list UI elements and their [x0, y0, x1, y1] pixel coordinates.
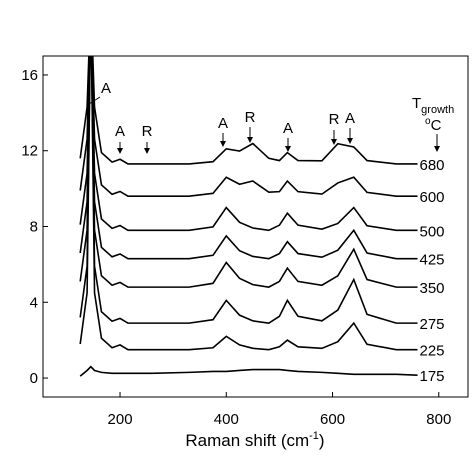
- series-label: 600: [419, 189, 444, 206]
- series-label: 500: [419, 223, 444, 240]
- spectrum-line: [79, 56, 418, 197]
- annotation: A: [218, 115, 228, 132]
- x-tick-label: 600: [320, 411, 345, 428]
- spectrum-line: [79, 56, 418, 165]
- plot-lines: [79, 56, 418, 377]
- annotation-arrow-head: [331, 139, 337, 145]
- x-axis-label-end: ): [319, 431, 325, 450]
- spectrum-line: [79, 365, 418, 377]
- annotation-line: [88, 96, 101, 105]
- legend-unit-text: C: [431, 117, 442, 134]
- series-label: 225: [419, 343, 444, 360]
- y-tick-label: 0: [30, 370, 38, 387]
- x-axis-label-sup: -1: [309, 430, 319, 442]
- legend-title-sub: growth: [421, 104, 454, 116]
- x-tick-label: 400: [214, 411, 239, 428]
- x-tick-label: 800: [426, 411, 451, 428]
- legend-title-text: T: [412, 95, 421, 112]
- spectrum-line: [79, 56, 418, 351]
- series-label: 680: [419, 157, 444, 174]
- annotation-arrow-head: [347, 138, 353, 144]
- legend-unit: oC: [425, 116, 442, 134]
- annotation-arrow-head: [144, 148, 150, 154]
- annotation: R: [329, 111, 340, 128]
- series-label: 425: [419, 252, 444, 269]
- spectrum-line: [79, 56, 418, 232]
- series-label: 350: [419, 280, 444, 297]
- annotation: R: [142, 123, 153, 140]
- x-axis-label-text: Raman shift (cm: [185, 431, 309, 450]
- legend-arrow-head: [434, 146, 440, 152]
- annotation: A: [101, 80, 111, 97]
- y-tick-label: 4: [30, 294, 38, 311]
- plot-frame: [42, 55, 469, 398]
- legend-title: Tgrowth: [412, 95, 454, 116]
- legend-unit-sup: o: [425, 116, 431, 127]
- spectrum-line: [79, 56, 418, 260]
- annotation: A: [283, 120, 293, 137]
- y-tick-label: 16: [21, 67, 38, 84]
- y-tick-label: 12: [21, 143, 38, 160]
- annotation: A: [345, 110, 355, 127]
- annotation-arrow-head: [117, 148, 123, 154]
- annotation: R: [245, 109, 256, 126]
- x-axis-label: Raman shift (cm-1): [185, 430, 324, 450]
- annotation-arrow-head: [285, 146, 291, 152]
- y-tick-label: 8: [30, 219, 38, 236]
- x-tick-label: 200: [108, 411, 133, 428]
- annotation-arrow-head: [247, 137, 253, 143]
- spectrum-line: [79, 56, 418, 324]
- series-label: 175: [419, 368, 444, 385]
- annotation: A: [115, 123, 125, 140]
- series-label: 275: [419, 316, 444, 333]
- annotation-arrow-head: [220, 141, 226, 147]
- spectrum-line: [79, 56, 418, 288]
